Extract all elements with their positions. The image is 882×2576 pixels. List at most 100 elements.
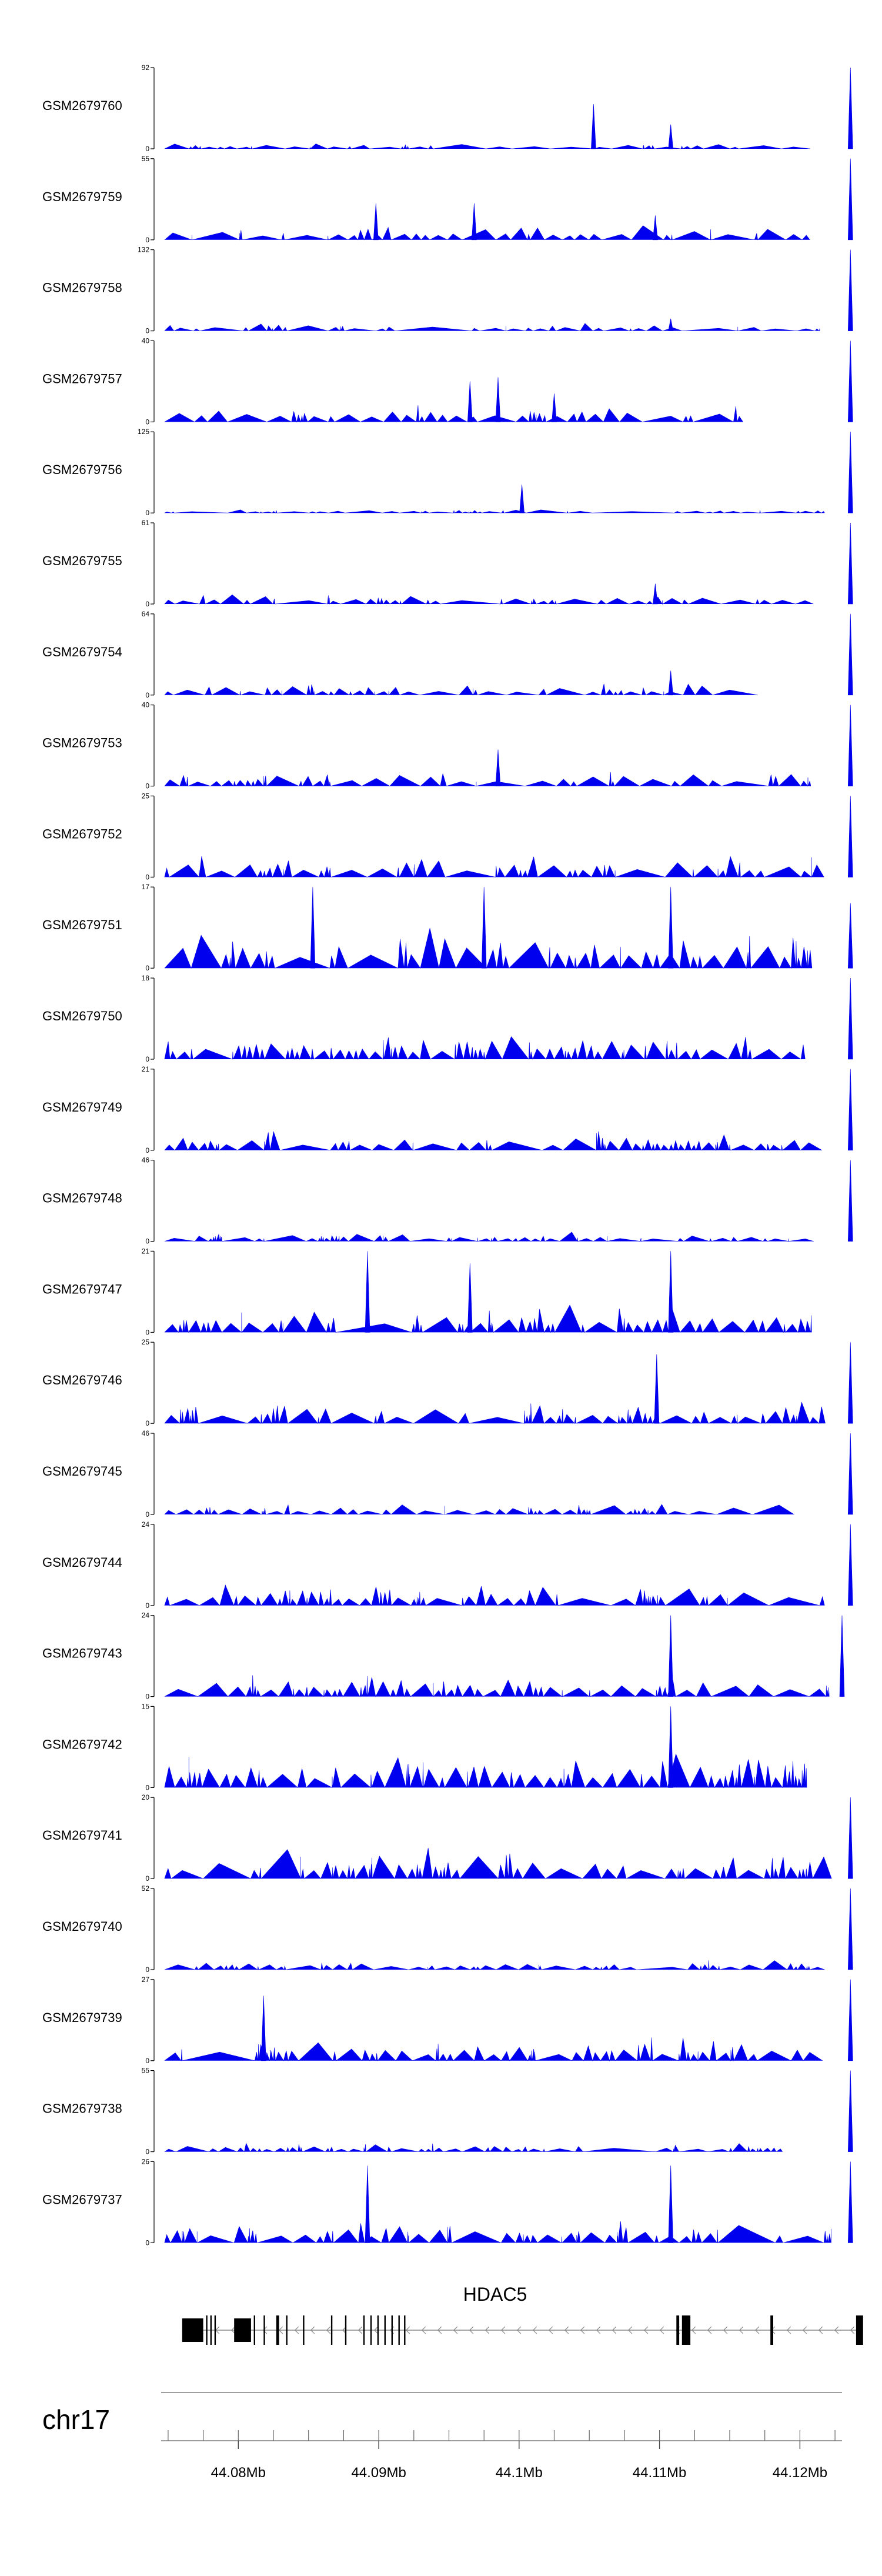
gene-exon [253, 2315, 255, 2345]
track-sample-label: GSM2679759 [42, 189, 122, 204]
gene-exon [404, 2315, 406, 2345]
coverage-signal [164, 67, 853, 150]
gene-exon [676, 2315, 680, 2345]
gene-exon [234, 2318, 251, 2342]
y-axis-zero-label: 0 [145, 236, 149, 244]
track-GSM2679743: GSM2679743 24 0 [42, 1611, 845, 1701]
y-axis-zero-label: 0 [145, 1146, 149, 1154]
track-sample-label: GSM2679740 [42, 1919, 122, 1934]
coverage-signal [164, 705, 853, 787]
track-GSM2679740: GSM2679740 52 0 [42, 1884, 853, 1974]
gene-exon [384, 2315, 386, 2345]
coverage-signal [164, 1251, 812, 1333]
y-axis-max-label: 132 [138, 246, 149, 254]
genome-axis-tick-label: 44.08Mb [211, 2465, 266, 2481]
y-axis-max-label: 17 [142, 883, 150, 891]
coverage-signal [164, 158, 853, 241]
track-GSM2679757: GSM2679757 40 0 [42, 336, 853, 426]
coverage-signal [164, 1433, 853, 1516]
y-axis-zero-label: 0 [145, 1874, 149, 1883]
track-GSM2679751: GSM2679751 17 0 [42, 883, 853, 972]
y-axis-zero-label: 0 [145, 1783, 149, 1791]
y-axis-zero-label: 0 [145, 2148, 149, 2156]
track-sample-label: GSM2679755 [42, 553, 122, 568]
track-GSM2679753: GSM2679753 40 0 [42, 701, 853, 790]
gene-exon [206, 2315, 208, 2345]
coverage-signal [164, 977, 853, 1060]
y-axis-max-label: 15 [142, 1702, 150, 1710]
y-axis-max-label: 21 [142, 1065, 150, 1073]
track-sample-label: GSM2679745 [42, 1464, 122, 1479]
track-sample-label: GSM2679753 [42, 736, 122, 750]
track-sample-label: GSM2679751 [42, 917, 122, 932]
strand-arrow [532, 2326, 537, 2334]
strand-arrow [723, 2326, 728, 2334]
track-GSM2679748: GSM2679748 46 0 [42, 1156, 853, 1246]
y-axis-zero-label: 0 [145, 1055, 149, 1063]
gene-exon [182, 2318, 203, 2342]
gene-exon [770, 2315, 773, 2345]
strand-arrow [643, 2326, 649, 2334]
y-axis-max-label: 25 [142, 1338, 150, 1346]
strand-arrow [754, 2326, 760, 2334]
gene-exon [276, 2315, 279, 2345]
strand-arrow [262, 2326, 268, 2334]
y-axis-max-label: 61 [142, 519, 150, 527]
track-GSM2679739: GSM2679739 27 0 [42, 1976, 853, 2065]
track-sample-label: GSM2679752 [42, 826, 122, 841]
coverage-signal [164, 1979, 853, 2061]
coverage-signal [164, 613, 853, 696]
coverage-signal [164, 1706, 807, 1788]
y-axis-max-label: 20 [142, 1793, 150, 1801]
y-axis-zero-label: 0 [145, 1328, 149, 1336]
gene-exon [363, 2315, 365, 2345]
gene-model-track: HDAC5 [182, 2284, 863, 2345]
y-axis-zero-label: 0 [145, 509, 149, 517]
track-sample-label: GSM2679741 [42, 1828, 122, 1843]
strand-arrow [786, 2326, 791, 2334]
track-GSM2679760: GSM2679760 92 0 [42, 64, 853, 153]
track-sample-label: GSM2679743 [42, 1646, 122, 1661]
track-sample-label: GSM2679744 [42, 1555, 122, 1570]
gene-exon [398, 2315, 400, 2345]
strand-arrow [834, 2326, 839, 2334]
strand-arrow [310, 2326, 315, 2334]
strand-arrow [627, 2326, 633, 2334]
y-axis-zero-label: 0 [145, 1693, 149, 1701]
coverage-signal [164, 2161, 853, 2244]
track-sample-label: GSM2679756 [42, 462, 122, 477]
coverage-signal [164, 2070, 853, 2153]
chromosome-label: chr17 [42, 2404, 110, 2435]
track-sample-label: GSM2679750 [42, 1009, 122, 1023]
y-axis-zero-label: 0 [145, 964, 149, 972]
track-GSM2679746: GSM2679746 25 0 [42, 1338, 853, 1427]
y-axis-max-label: 25 [142, 792, 150, 800]
strand-arrow [373, 2326, 379, 2334]
track-GSM2679750: GSM2679750 18 0 [42, 974, 853, 1063]
track-GSM2679759: GSM2679759 55 0 [42, 155, 853, 244]
track-GSM2679756: GSM2679756 125 0 [42, 428, 853, 517]
y-axis-max-label: 46 [142, 1156, 150, 1164]
track-sample-label: GSM2679758 [42, 281, 122, 295]
track-sample-label: GSM2679739 [42, 2010, 122, 2025]
y-axis-max-label: 40 [142, 336, 150, 345]
track-GSM2679755: GSM2679755 61 0 [42, 519, 853, 608]
strand-arrow [278, 2326, 283, 2334]
coverage-signal [164, 249, 853, 332]
strand-arrow [453, 2326, 458, 2334]
y-axis-zero-label: 0 [145, 2238, 149, 2247]
y-axis-zero-label: 0 [145, 327, 149, 335]
track-GSM2679742: GSM2679742 15 0 [42, 1702, 807, 1791]
y-axis-max-label: 40 [142, 701, 150, 709]
y-axis-max-label: 125 [138, 428, 149, 436]
gene-exon [370, 2315, 372, 2345]
strand-arrow [818, 2326, 823, 2334]
track-sample-label: GSM2679757 [42, 371, 122, 386]
track-sample-label: GSM2679748 [42, 1191, 122, 1206]
y-axis-zero-label: 0 [145, 782, 149, 790]
gene-exon [856, 2315, 863, 2345]
track-sample-label: GSM2679754 [42, 645, 122, 659]
strand-arrow [437, 2326, 442, 2334]
strand-arrow [596, 2326, 601, 2334]
y-axis-zero-label: 0 [145, 1510, 149, 1519]
